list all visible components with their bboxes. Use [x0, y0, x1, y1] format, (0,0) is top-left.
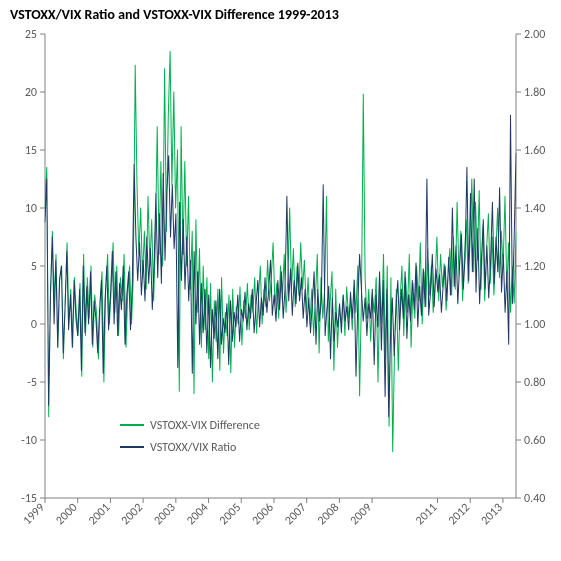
- y-right-tick-label: 1.00: [524, 318, 545, 332]
- y-left-tick-label: -5: [27, 376, 37, 390]
- x-tick-label: 2011: [413, 501, 440, 528]
- x-tick-label: 2007: [282, 501, 309, 528]
- y-left-tick-label: 0: [31, 318, 37, 332]
- x-tick-label: 2005: [217, 501, 244, 528]
- y-left-tick-label: 20: [25, 86, 37, 100]
- x-tick-label: 2012: [446, 501, 473, 528]
- y-left-tick-label: 10: [25, 202, 37, 216]
- y-left-tick-label: -10: [21, 434, 37, 448]
- series-vstoxx-vix-difference: [45, 51, 516, 451]
- legend-label: VSTOXX/VIX Ratio: [150, 441, 236, 455]
- x-tick-label: 2004: [184, 501, 211, 528]
- y-left-tick-label: 25: [25, 28, 37, 42]
- x-tick-label: 2003: [152, 501, 179, 528]
- chart-title: VSTOXX/VIX Ratio and VSTOXX-VIX Differen…: [10, 6, 339, 23]
- y-left-tick-label: 15: [25, 144, 37, 158]
- y-right-tick-label: 2.00: [524, 28, 545, 42]
- x-tick-label: 2008: [315, 501, 342, 528]
- y-right-tick-label: 0.40: [524, 492, 545, 506]
- x-tick-label: 2002: [119, 501, 146, 528]
- x-tick-label: 2013: [479, 501, 506, 528]
- y-right-tick-label: 0.60: [524, 434, 545, 448]
- legend-label: VSTOXX-VIX Difference: [150, 419, 260, 433]
- x-tick-label: 2001: [86, 501, 113, 528]
- y-left-tick-label: 5: [31, 260, 37, 274]
- y-right-tick-label: 1.60: [524, 144, 545, 158]
- x-tick-label: 2009: [348, 501, 375, 528]
- y-right-tick-label: 1.40: [524, 202, 545, 216]
- x-tick-label: 2006: [250, 501, 277, 528]
- y-right-tick-label: 1.80: [524, 86, 545, 100]
- x-tick-label: 2000: [53, 501, 80, 528]
- chart-svg: -15-10-505101520250.400.600.801.001.201.…: [0, 0, 561, 561]
- y-right-tick-label: 1.20: [524, 260, 545, 274]
- y-right-tick-label: 0.80: [524, 376, 545, 390]
- chart-container: VSTOXX/VIX Ratio and VSTOXX-VIX Differen…: [0, 0, 561, 561]
